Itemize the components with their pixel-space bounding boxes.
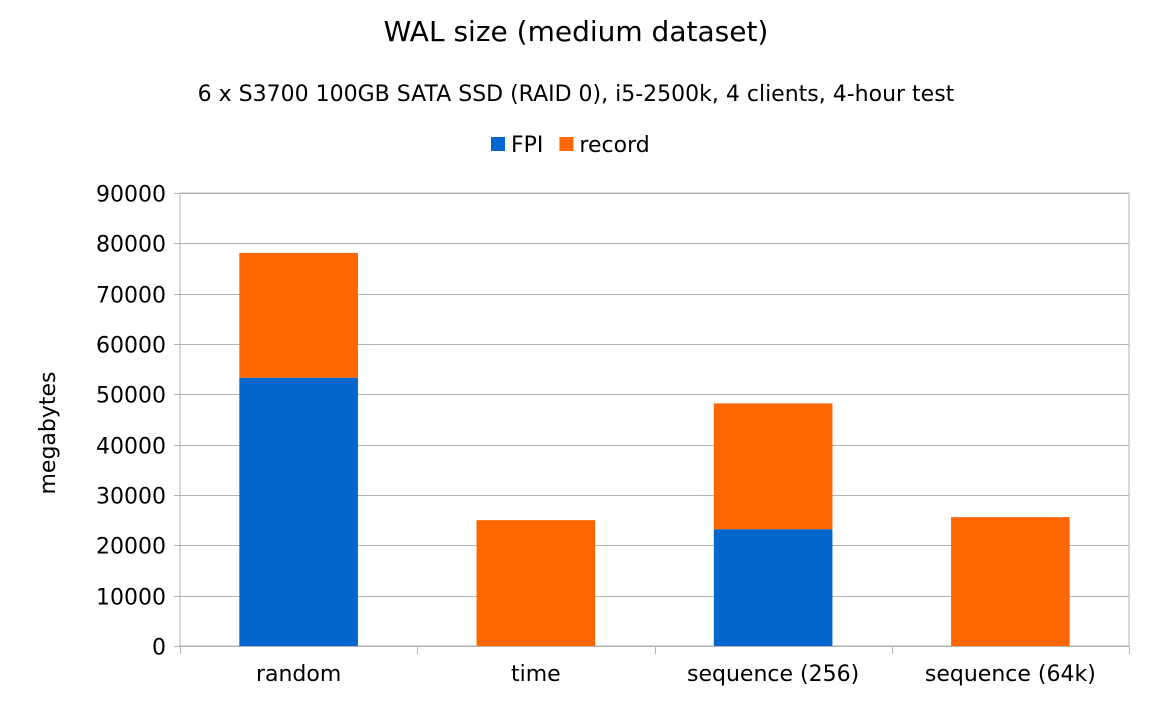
legend-label: FPI — [511, 133, 543, 158]
y-tick-label: 10000 — [96, 586, 166, 611]
chart-title: WAL size (medium dataset) — [384, 15, 769, 48]
legend: FPI record — [491, 133, 650, 158]
bar-record-2 — [713, 403, 833, 530]
y-tick-label: 60000 — [96, 334, 166, 359]
legend-swatch-fpi — [491, 137, 505, 151]
legend-label: record — [579, 133, 649, 158]
y-tick-label: 0 — [152, 636, 166, 661]
bar-record-3 — [951, 517, 1070, 646]
y-tick-label: 20000 — [96, 535, 166, 560]
x-tick-label: sequence (64k) — [925, 662, 1096, 687]
y-tick-label: 50000 — [96, 384, 166, 409]
chart-subtitle: 6 x S3700 100GB SATA SSD (RAID 0), i5-25… — [198, 82, 955, 107]
bars — [239, 252, 1070, 646]
bar-record-1 — [476, 520, 596, 646]
y-tick-label: 80000 — [96, 233, 166, 258]
legend-swatch-record — [559, 137, 574, 151]
y-tick-label: 40000 — [96, 435, 166, 460]
y-tick-label: 30000 — [96, 485, 166, 510]
x-tick-label: random — [256, 662, 341, 687]
y-tick-label: 70000 — [96, 284, 166, 309]
x-tick-label: time — [511, 662, 561, 687]
y-axis-label: megabytes — [36, 371, 61, 494]
y-tick-label: 90000 — [96, 183, 166, 208]
axes: 0 10000 20000 30000 40000 50000 60000 70000 8000… — [96, 183, 1130, 687]
bar-fpi-2 — [713, 529, 833, 646]
x-tick-label: sequence (256) — [687, 662, 859, 687]
bar-record-0 — [239, 252, 358, 378]
bar-fpi-0 — [239, 377, 358, 646]
